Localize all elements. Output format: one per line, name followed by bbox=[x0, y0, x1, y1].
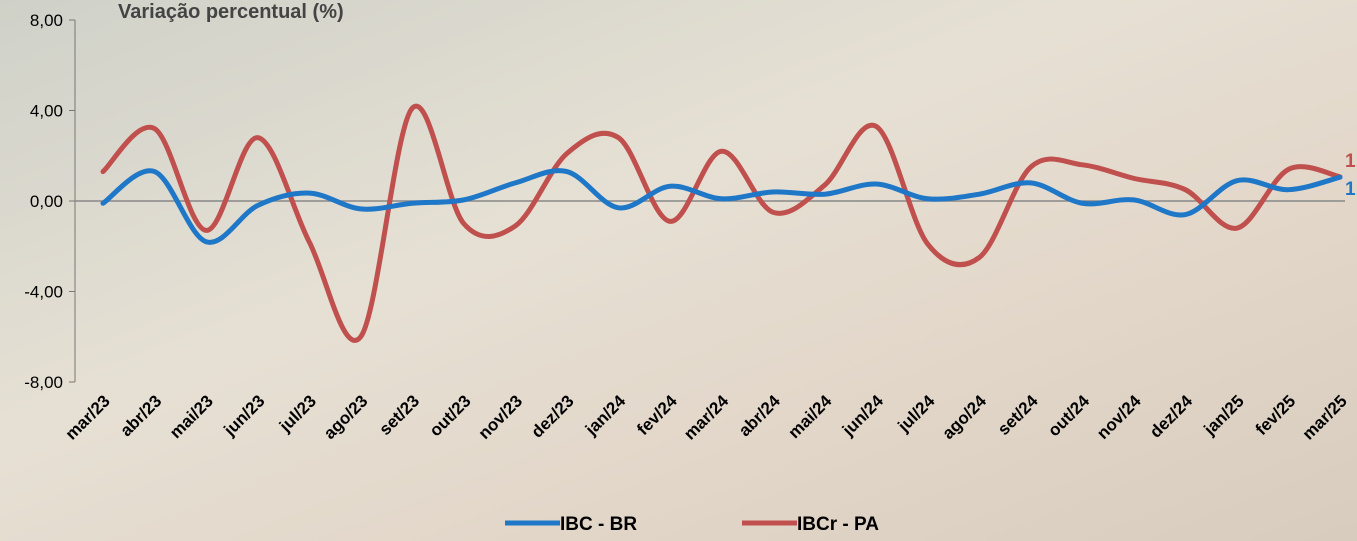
y-tick-label: -4,00 bbox=[24, 283, 63, 302]
data-label: 1,07 bbox=[1345, 151, 1357, 172]
legend-label: IBC - BR bbox=[560, 514, 637, 535]
y-tick-label: 8,00 bbox=[30, 11, 63, 30]
series-line bbox=[100, 168, 1343, 245]
y-tick-label: 4,00 bbox=[30, 102, 63, 121]
y-tick-label: 0,00 bbox=[30, 192, 63, 211]
series-line bbox=[100, 103, 1343, 343]
chart-title: Variação percentual (%) bbox=[118, 1, 344, 23]
legend-label: IBCr - PA bbox=[797, 514, 879, 535]
data-label: 1,05 bbox=[1345, 179, 1357, 200]
y-tick-label: -8,00 bbox=[24, 373, 63, 392]
